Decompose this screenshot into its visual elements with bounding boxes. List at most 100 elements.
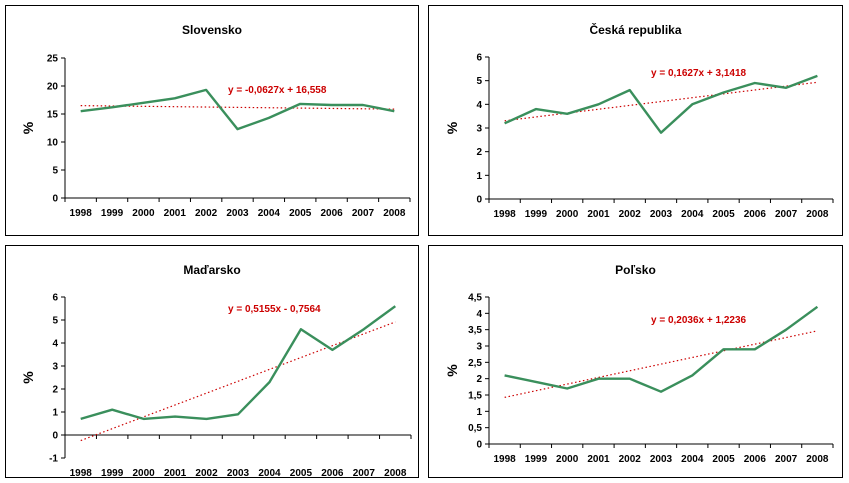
y-tick-label: 3 — [476, 342, 482, 353]
trendline — [504, 81, 818, 122]
y-tick-label: 0 — [476, 195, 482, 206]
x-tick-label: 1998 — [70, 468, 93, 479]
y-axis-label: % — [20, 121, 36, 134]
x-tick-label: 2005 — [290, 468, 313, 479]
x-tick-label: 1999 — [101, 468, 124, 479]
x-tick-label: 1999 — [525, 209, 548, 220]
chart-title: Česká republika — [589, 23, 682, 37]
x-tick-label: 2007 — [353, 468, 376, 479]
y-tick-label: 1 — [476, 407, 482, 418]
y-tick-label: 0 — [476, 440, 482, 451]
y-tick-label: 0,5 — [468, 423, 482, 434]
y-tick-label: 4 — [52, 339, 58, 350]
x-tick-label: 2000 — [132, 208, 155, 219]
x-tick-label: 1998 — [494, 454, 517, 465]
x-tick-label: 1998 — [494, 209, 517, 220]
y-axis-label: % — [444, 121, 460, 134]
x-tick-label: 2005 — [712, 454, 735, 465]
chart-panel-slovensko: Slovensko 0 5 10 15 20 25 1998 1999 2000 2001 2002… — [5, 5, 419, 236]
x-tick-label: 2004 — [681, 209, 704, 220]
chart-panel-ceska-republika: Česká republika 0 1 2 3 4 5 6 1998 1999 2000 2001 2… — [428, 5, 843, 236]
y-tick-label: 1 — [476, 171, 482, 182]
x-tick-label: 2003 — [650, 209, 673, 220]
line-chart-madarsko: -1 0 1 2 3 4 5 6 1998 1999 2000 2001 2002 2003 2004 200… — [20, 293, 412, 479]
y-tick-label: 3 — [52, 362, 58, 373]
y-tick-label: 0 — [52, 431, 58, 442]
x-tick-label: 2001 — [164, 208, 187, 219]
series-line — [504, 74, 818, 134]
x-tick-label: 2007 — [775, 454, 798, 465]
chart-panel-madarsko: Maďarsko -1 0 1 2 3 4 5 6 1998 1999 2000 2001 2002 20… — [5, 245, 419, 479]
y-tick-label: 5 — [52, 166, 58, 177]
y-tick-label: 3,5 — [468, 325, 482, 336]
y-tick-label: 5 — [476, 76, 482, 87]
x-tick-label: 2000 — [133, 468, 156, 479]
x-tick-label: 2008 — [384, 468, 407, 479]
x-tick-label: 2004 — [681, 454, 704, 465]
series-line — [504, 305, 819, 393]
series-line — [80, 305, 397, 421]
trendline-equation: y = 0,5155x - 0,7564 — [228, 304, 321, 315]
x-tick-label: 2002 — [619, 454, 642, 465]
trendline-equation: y = 0,2036x + 1,2236 — [651, 315, 747, 326]
y-tick-label: 4,5 — [468, 293, 482, 304]
y-tick-label: 2 — [476, 147, 482, 158]
x-tick-label: 2008 — [383, 208, 406, 219]
y-tick-label: 20 — [47, 82, 59, 93]
x-tick-label: 2002 — [195, 468, 218, 479]
line-chart-ceska-republika: 0 1 2 3 4 5 6 1998 1999 2000 2001 2002 2003 2004 2005 2… — [444, 53, 834, 220]
line-chart-polsko: 0 0,5 1 1,5 2 2,5 3 3,5 4 4,5 1998 1999 2000 2001 2002… — [444, 293, 834, 465]
x-tick-label: 2005 — [289, 208, 312, 219]
y-tick-label: 10 — [47, 138, 59, 149]
y-tick-label: 6 — [476, 53, 482, 64]
x-tick-label: 2003 — [226, 208, 249, 219]
y-tick-label: 0 — [52, 194, 58, 205]
x-tick-label: 2007 — [352, 208, 375, 219]
y-tick-label: 1 — [52, 408, 58, 419]
chart-title: Poľsko — [615, 263, 656, 277]
x-tick-label: 2001 — [587, 209, 610, 220]
trendline-equation: y = -0,0627x + 16,558 — [228, 85, 327, 96]
x-tick-label: 2001 — [164, 468, 187, 479]
x-tick-label: 2006 — [321, 468, 344, 479]
trendline-equation: y = 0,1627x + 3,1418 — [651, 68, 747, 79]
trendline — [80, 105, 395, 110]
y-tick-label: -1 — [49, 454, 58, 465]
x-tick-label: 2008 — [806, 209, 829, 220]
y-axis-label: % — [444, 364, 460, 377]
line-chart-slovensko: 0 5 10 15 20 25 1998 1999 2000 2001 2002 2003 2004 20… — [20, 54, 411, 219]
y-tick-label: 4 — [476, 309, 482, 320]
x-tick-label: 2008 — [806, 454, 829, 465]
x-tick-label: 1999 — [101, 208, 124, 219]
y-tick-label: 4 — [476, 100, 482, 111]
x-tick-label: 1998 — [70, 208, 93, 219]
y-tick-label: 2,5 — [468, 358, 482, 369]
x-tick-label: 2002 — [619, 209, 642, 220]
x-tick-label: 2003 — [650, 454, 673, 465]
y-tick-label: 3 — [476, 124, 482, 135]
y-tick-label: 1,5 — [468, 391, 482, 402]
x-tick-label: 2004 — [258, 208, 281, 219]
y-tick-label: 2 — [52, 385, 58, 396]
x-tick-label: 2006 — [320, 208, 343, 219]
x-tick-label: 2006 — [744, 454, 767, 465]
x-tick-label: 2000 — [556, 454, 579, 465]
x-tick-label: 2000 — [556, 209, 579, 220]
y-tick-label: 25 — [47, 54, 59, 65]
x-tick-label: 2006 — [744, 209, 767, 220]
y-tick-label: 5 — [52, 316, 58, 327]
x-tick-label: 2002 — [195, 208, 218, 219]
x-tick-label: 2005 — [712, 209, 735, 220]
chart-title: Maďarsko — [183, 263, 241, 277]
x-tick-label: 2004 — [258, 468, 281, 479]
y-axis-label: % — [20, 371, 36, 384]
series-line — [80, 88, 395, 131]
y-tick-label: 2 — [476, 374, 482, 385]
y-tick-label: 6 — [52, 293, 58, 304]
x-tick-label: 2003 — [227, 468, 250, 479]
x-tick-label: 1999 — [525, 454, 548, 465]
y-tick-label: 15 — [47, 110, 59, 121]
x-tick-label: 2001 — [587, 454, 610, 465]
x-tick-label: 2007 — [775, 209, 798, 220]
chart-title: Slovensko — [181, 23, 243, 37]
